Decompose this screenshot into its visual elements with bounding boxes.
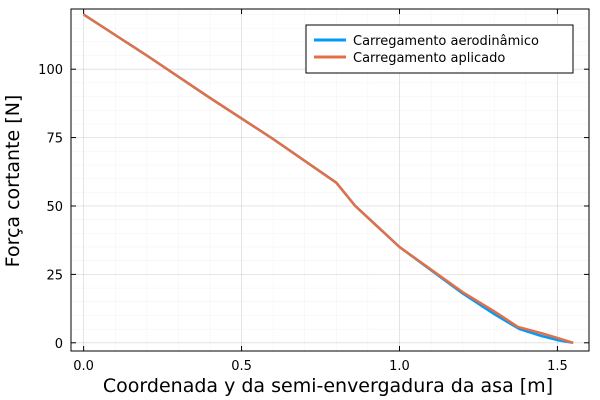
y-tick-label: 75	[46, 132, 63, 147]
x-tick-label: 0.0	[73, 359, 94, 374]
x-tick-label: 1.0	[389, 359, 410, 374]
legend-label-aerodinamico: Carregamento aerodinâmico	[353, 34, 539, 49]
series-line-aplicado	[82, 13, 574, 344]
legend-box	[305, 24, 574, 74]
y-tick-label: 50	[46, 200, 63, 215]
plot-frame	[70, 8, 590, 352]
y-tick-label: 25	[46, 268, 63, 283]
x-axis-label: Coordenada y da semi-envergadura da asa …	[103, 375, 553, 397]
axis-ticks: 0.0 0.5 1.0 1.5 0 25 50 75 100	[38, 9, 589, 374]
y-tick-label: 100	[38, 63, 63, 78]
y-axis-label: Força cortante [N]	[2, 95, 24, 268]
legend: Carregamento aerodinâmico Carregamento a…	[305, 24, 574, 74]
y-tick-label: 0	[55, 337, 63, 352]
x-tick-label: 1.5	[547, 359, 568, 374]
legend-label-aplicado: Carregamento aplicado	[353, 51, 505, 66]
x-tick-label: 0.5	[231, 359, 252, 374]
series-lines	[82, 13, 574, 345]
